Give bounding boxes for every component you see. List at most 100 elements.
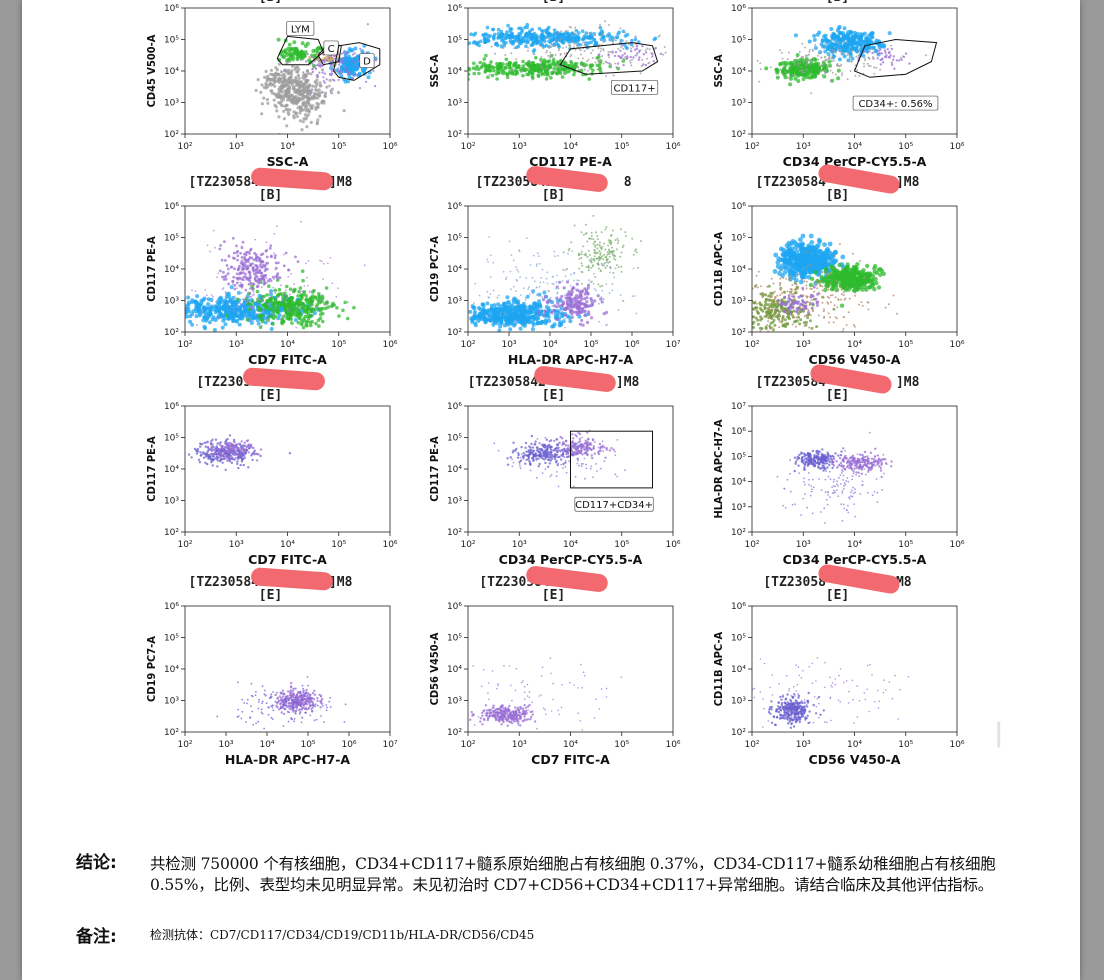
- plot-subtitle: [E]: [541, 388, 566, 403]
- y-tick-label: 10⁵: [447, 434, 462, 444]
- y-tick-label: 10⁴: [447, 265, 462, 275]
- x-tick-label: 10⁵: [614, 142, 629, 152]
- y-tick-label: 10⁴: [447, 67, 462, 77]
- population-cluster: [216, 676, 347, 732]
- x-tick-label: 10²: [460, 540, 475, 550]
- plot-subtitle: [E]: [258, 388, 283, 403]
- plot-subtitle: [E]: [825, 588, 850, 603]
- plot-title-end: ]M8: [615, 375, 640, 390]
- y-tick-label: 10⁶: [164, 4, 179, 14]
- y-tick-label: 10²: [447, 130, 462, 140]
- x-axis-label: HLA-DR APC-H7-A: [225, 752, 350, 767]
- event-dots: [756, 24, 927, 95]
- y-tick-label: 10³: [731, 99, 746, 109]
- population-cluster: [224, 269, 356, 330]
- gate-outline[interactable]: [853, 38, 938, 78]
- population-cluster: [808, 262, 886, 308]
- gate-label: CD117+CD34+: [575, 500, 653, 511]
- plot-title-id: [TZ230584: [755, 375, 826, 390]
- y-tick-label: 10⁶: [164, 402, 179, 412]
- conclusion-text: 共检测 750000 个有核细胞，CD34+CD117+髓系原始细胞占有核细胞 …: [150, 855, 996, 894]
- x-tick-label: 10²: [460, 340, 475, 350]
- y-tick-label: 10⁵: [731, 36, 746, 46]
- y-axis-label: CD11B APC-A: [712, 631, 725, 706]
- population-cluster: [857, 47, 911, 70]
- x-tick-label: 10⁴: [280, 142, 295, 152]
- y-tick-label: 10²: [164, 130, 179, 140]
- x-tick-label: 10⁵: [331, 142, 346, 152]
- plot-e_dr19: [TZ230584]M8 [E] 10² 10³ 10⁴ 10⁵ 10⁶ 10⁷ 10² 10³ 1…: [123, 567, 418, 798]
- plot-subtitle: [B]: [123, 0, 418, 5]
- event-dots: [187, 434, 292, 471]
- y-tick-label: 10⁴: [447, 465, 462, 475]
- plot-title: [TZ230584]M8: [690, 176, 985, 190]
- x-tick-label: 10⁴: [280, 340, 295, 350]
- y-tick-label: 10²: [447, 528, 462, 538]
- x-axis-label: CD7 FITC-A: [248, 352, 327, 367]
- gate-label: D: [363, 57, 371, 68]
- event-dots: [776, 431, 893, 524]
- y-tick-label: 10⁵: [164, 36, 179, 46]
- y-tick-label: 10⁶: [447, 402, 462, 412]
- x-tick-label: 10⁵: [583, 340, 598, 350]
- y-tick-label: 10⁶: [447, 202, 462, 212]
- gate-outline[interactable]: [559, 42, 659, 75]
- y-tick-label: 10³: [164, 697, 179, 707]
- population-cluster: [772, 233, 846, 286]
- y-tick-label: 10⁵: [731, 234, 746, 244]
- x-tick-label: 10³: [796, 142, 811, 152]
- plot-title-end: 8: [623, 175, 632, 190]
- plot-e_cd34dr: [TZ230584]M8 [E] 10² 10³ 10⁴ 10⁵ 10⁶ 10² 10³ 10⁴ 1…: [690, 363, 985, 598]
- gate-outline[interactable]: [333, 42, 381, 81]
- y-tick-label: 10³: [164, 497, 179, 507]
- x-tick-label: 10⁴: [847, 540, 862, 550]
- scatter-plot: 10² 10³ 10⁴ 10⁵ 10⁶ 10² 10³ 10⁴ 10⁵ 10⁶ CD7 FITC-A…: [145, 402, 398, 567]
- plot-cd45: [B]10²10³10⁴10⁵10⁶10²10³10⁴10⁵10⁶SSC-ACD…: [123, 0, 418, 200]
- population-cluster: [187, 434, 292, 471]
- x-tick-label: 10²: [177, 142, 192, 152]
- x-tick-label: 10⁵: [898, 340, 913, 350]
- y-tick-label: 10⁵: [731, 634, 746, 644]
- plot-frame: [751, 605, 958, 733]
- plot-title: [TZ2305842]M8: [406, 376, 701, 390]
- population-cluster: [264, 681, 324, 719]
- x-tick-label: 10³: [796, 340, 811, 350]
- x-tick-label: 10²: [177, 740, 192, 750]
- y-tick-label: 10²: [731, 130, 746, 140]
- y-tick-label: 10³: [164, 297, 179, 307]
- x-tick-label: 10²: [744, 540, 759, 550]
- x-axis-label: CD7 FITC-A: [531, 752, 610, 767]
- plot-ssc117: [B] 10² 10³ 10⁴ 10⁵ 10⁶ 10² 10³ 10⁴ 10⁵ 10⁶ CD117 P…: [406, 0, 701, 200]
- y-tick-label: 10⁷: [731, 402, 746, 412]
- scatter-plot: 10² 10³ 10⁴ 10⁵ 10⁶ 10² 10³ 10⁴ 10⁵ 10⁶ CD56 V450-…: [712, 202, 965, 367]
- event-dots: [254, 23, 378, 134]
- x-tick-label: 10⁵: [898, 740, 913, 750]
- x-tick-label: 10³: [229, 142, 244, 152]
- population-cluster: [598, 35, 663, 69]
- x-tick-label: 10⁶: [665, 540, 680, 550]
- x-tick-label: 10⁵: [331, 340, 346, 350]
- gate-label-box: [359, 53, 375, 68]
- x-tick-label: 10⁴: [259, 740, 274, 750]
- y-axis-label: CD117 PE-A: [428, 436, 441, 502]
- y-tick-label: 10²: [164, 728, 179, 738]
- x-tick-label: 10³: [796, 540, 811, 550]
- scatter-plot: 10² 10³ 10⁴ 10⁵ 10⁶ 10² 10³ 10⁴ 10⁵ 10⁶ CD117 PE-A…: [428, 4, 681, 169]
- x-tick-label: 10⁵: [614, 540, 629, 550]
- gate-outline[interactable]: [570, 430, 653, 489]
- x-tick-label: 10⁶: [949, 540, 964, 550]
- y-tick-label: 10⁵: [731, 452, 746, 462]
- gate-label: CD117+: [613, 83, 655, 94]
- x-tick-label: 10²: [460, 740, 475, 750]
- x-tick-label: 10³: [512, 142, 527, 152]
- plot-subtitle: [B]: [541, 188, 566, 203]
- population-cluster: [191, 220, 366, 329]
- population-cluster: [767, 691, 825, 732]
- x-tick-label: 10³: [218, 740, 233, 750]
- gate-outline[interactable]: [276, 35, 325, 66]
- y-tick-label: 10²: [731, 528, 746, 538]
- x-tick-label: 10³: [229, 540, 244, 550]
- plot-subtitle: [E]: [541, 588, 566, 603]
- x-axis-label: CD7 FITC-A: [248, 552, 327, 567]
- y-tick-label: 10⁶: [731, 4, 746, 14]
